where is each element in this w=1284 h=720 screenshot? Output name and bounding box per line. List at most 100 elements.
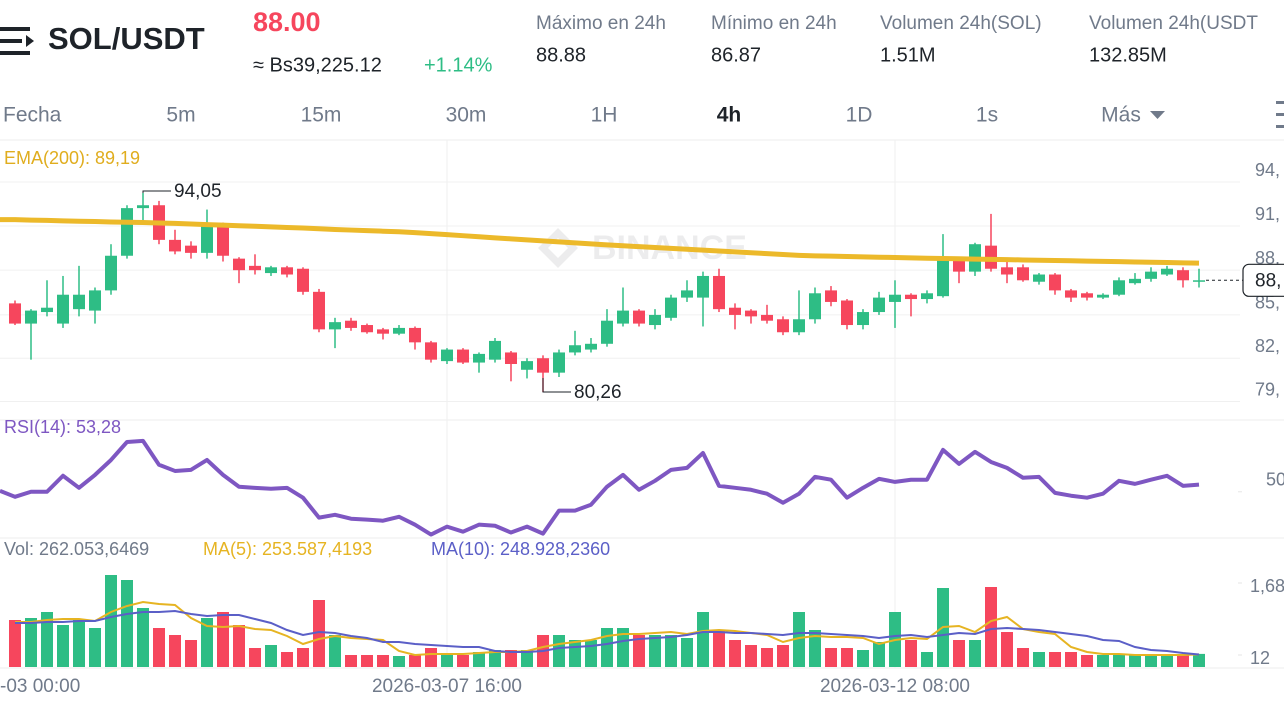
interval-tab[interactable]: 4h	[717, 104, 742, 127]
y-tick-label: 50	[1266, 470, 1284, 490]
candle-body	[1049, 274, 1061, 291]
interval-tab[interactable]: 1s	[976, 104, 998, 127]
volume-bar	[745, 645, 757, 667]
volume-bar	[1033, 652, 1045, 667]
candle-body	[41, 307, 53, 313]
candle-body	[681, 290, 693, 298]
volume-bar	[201, 618, 213, 667]
volume-bar	[457, 655, 469, 667]
volume-bar	[953, 640, 965, 667]
candle-body	[921, 293, 933, 300]
volume-bar	[25, 618, 37, 667]
volume-bar	[361, 655, 373, 667]
stat-value: 1.51M	[880, 44, 936, 66]
icon-bar	[1276, 101, 1284, 104]
volume-bar	[1129, 655, 1141, 667]
interval-tab[interactable]: 1D	[846, 104, 873, 127]
volume-bar	[777, 645, 789, 667]
x-tick-label: 2026-03-07 16:00	[372, 676, 522, 697]
candle-body	[585, 343, 597, 350]
candle-body	[377, 329, 389, 334]
volume-bar	[233, 625, 245, 667]
y-tick-label: 88,	[1255, 248, 1280, 268]
volume-bar	[969, 640, 981, 667]
volume-bar	[1161, 655, 1173, 667]
y-tick-label: 91,	[1255, 204, 1280, 224]
volume-bar	[1113, 655, 1125, 667]
y-tick-label: 82,	[1255, 336, 1280, 356]
volume-bar	[425, 648, 437, 667]
candle-body	[329, 322, 341, 330]
candle-body	[873, 297, 885, 313]
volume-bar	[345, 655, 357, 667]
volume-bar	[41, 612, 53, 667]
interval-tab[interactable]: Más	[1101, 104, 1141, 127]
volume-bar	[1001, 632, 1013, 667]
candle-body	[313, 291, 325, 330]
annotation: 94,05	[174, 181, 222, 202]
last-price-tag	[1242, 263, 1284, 297]
candle-body	[537, 358, 549, 373]
icon-bar	[1276, 125, 1284, 128]
candle-body	[265, 267, 277, 274]
volume-bar	[553, 635, 565, 667]
volume-bar	[617, 628, 629, 667]
x-tick-label: 2026-03-12 08:00	[820, 676, 970, 697]
candle-body	[937, 258, 949, 297]
candle-body	[665, 297, 677, 318]
interval-tab[interactable]: Fecha	[3, 104, 62, 127]
stat-label: Máximo en 24h	[536, 13, 666, 34]
candle-body	[185, 245, 197, 253]
indicator-label: EMA(200): 89,19	[4, 148, 140, 168]
volume-bar	[841, 648, 853, 667]
candle-body	[25, 310, 37, 324]
candle-body	[425, 342, 437, 360]
candle-body	[1065, 290, 1077, 298]
icon-bar	[1276, 113, 1284, 116]
volume-bar	[217, 612, 229, 667]
price-change: +1.14%	[424, 54, 493, 76]
volume-bar	[1065, 652, 1077, 667]
volume-bar	[1017, 648, 1029, 667]
volume-bar	[905, 640, 917, 667]
volume-bar	[761, 648, 773, 667]
indicator-label: MA(5): 253.587,4193	[203, 539, 372, 559]
candle-body	[777, 319, 789, 333]
candle-body	[297, 268, 309, 292]
candle-body	[345, 320, 357, 328]
candle-body	[249, 265, 261, 271]
last-price: 88.00	[253, 7, 321, 37]
stat-label: Volumen 24h(USDT	[1089, 13, 1258, 34]
stat-value: 132.85M	[1089, 44, 1167, 66]
interval-tab[interactable]: 15m	[301, 104, 342, 127]
interval-tab[interactable]: 1H	[591, 104, 618, 127]
volume-bar	[665, 635, 677, 667]
annotation: 80,26	[574, 382, 622, 403]
candle-body	[761, 314, 773, 321]
interval-tab[interactable]: 5m	[166, 104, 195, 127]
y-tick-label: 85,	[1255, 293, 1280, 313]
y-tick-label: 12	[1250, 648, 1270, 668]
candle-body	[553, 352, 565, 373]
candle-body	[713, 275, 725, 310]
settings-icon[interactable]	[1276, 101, 1284, 128]
last-price-label: 88,	[1255, 270, 1281, 291]
candle-body	[489, 340, 501, 360]
menu-arrow	[26, 35, 34, 47]
volume-bar	[681, 638, 693, 667]
menu-bar	[0, 51, 30, 55]
interval-tab[interactable]: 30m	[446, 104, 487, 127]
candle-body	[441, 349, 453, 362]
ma-line	[15, 600, 1200, 657]
candle-body	[281, 267, 293, 275]
candle-body	[1177, 270, 1189, 281]
menu-icon[interactable]	[0, 27, 34, 55]
candle-body	[697, 275, 709, 298]
volume-bar	[921, 652, 933, 667]
candle-body	[953, 258, 965, 272]
volume-bar	[9, 620, 21, 667]
symbol[interactable]: SOL/USDT	[48, 21, 205, 56]
volume-bar	[809, 630, 821, 667]
